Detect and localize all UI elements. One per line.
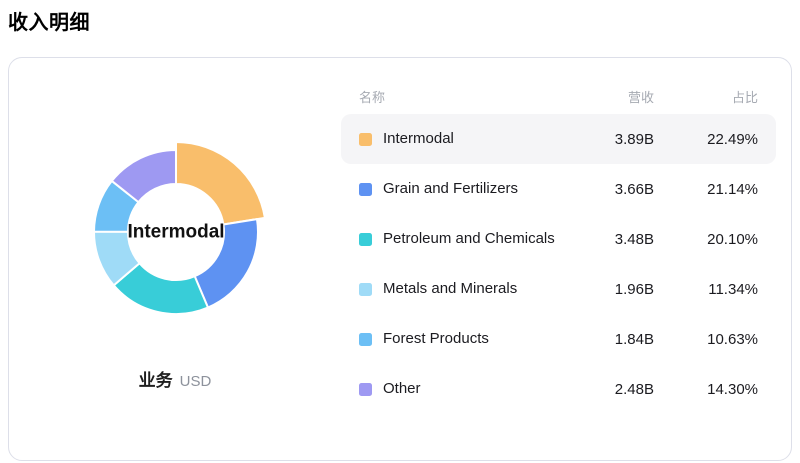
series-name: Other <box>383 379 421 397</box>
series-share: 21.14% <box>707 180 758 198</box>
series-color-swatch <box>359 282 372 296</box>
donut-center-label: Intermodal <box>127 222 224 243</box>
header-name: 名称 <box>359 89 386 105</box>
donut-chart-pane: Intermodal 业务 USD <box>9 58 341 460</box>
series-name: Forest Products <box>383 329 489 347</box>
series-revenue: 2.48B <box>614 380 654 398</box>
table-row[interactable]: Forest Products 1.84B 10.63% <box>341 314 776 364</box>
series-name: Intermodal <box>383 129 454 147</box>
donut-chart[interactable]: Intermodal <box>64 120 288 344</box>
series-revenue: 1.84B <box>614 330 654 348</box>
series-revenue: 1.96B <box>614 280 654 298</box>
series-share: 10.63% <box>707 330 758 348</box>
series-revenue: 3.48B <box>614 230 654 248</box>
donut-chart-svg[interactable]: Intermodal <box>64 120 288 344</box>
table-row[interactable]: Intermodal 3.89B 22.49% <box>341 114 776 164</box>
series-revenue: 3.89B <box>614 130 654 148</box>
table-body: Intermodal 3.89B 22.49% Grain and Fertil… <box>341 114 776 414</box>
series-color-swatch <box>359 332 372 346</box>
breakdown-table: 名称 营收 占比 Intermodal 3.89B 22.49% Grain a… <box>341 58 791 460</box>
table-row[interactable]: Metals and Minerals 1.96B 11.34% <box>341 264 776 314</box>
chart-caption: 业务 USD <box>9 366 341 391</box>
series-color-swatch <box>359 132 372 146</box>
series-color-swatch <box>359 182 372 196</box>
series-name: Petroleum and Chemicals <box>383 229 555 247</box>
page-title: 收入明细 <box>8 12 90 34</box>
table-header-row: 名称 营收 占比 <box>341 84 776 108</box>
series-share: 20.10% <box>707 230 758 248</box>
series-share: 11.34% <box>708 280 758 298</box>
series-name: Metals and Minerals <box>383 279 518 297</box>
table-row[interactable]: Other 2.48B 14.30% <box>341 364 776 414</box>
series-revenue: 3.66B <box>614 180 654 198</box>
table-row[interactable]: Grain and Fertilizers 3.66B 21.14% <box>341 164 776 214</box>
donut-slice-other[interactable] <box>110 149 177 204</box>
unit-label: USD <box>179 373 212 390</box>
series-color-swatch <box>359 382 372 396</box>
donut-slice-intermodal[interactable] <box>175 141 266 226</box>
series-name: Grain and Fertilizers <box>383 179 519 197</box>
series-share: 22.49% <box>707 130 758 148</box>
table-row[interactable]: Petroleum and Chemicals 3.48B 20.10% <box>341 214 776 264</box>
series-share: 14.30% <box>707 380 758 398</box>
dimension-label: 业务 <box>138 371 173 390</box>
header-revenue: 营收 <box>627 89 654 105</box>
series-color-swatch <box>359 232 372 246</box>
header-share: 占比 <box>731 89 758 105</box>
revenue-detail-card: Intermodal 业务 USD 名称 营收 占比 Intermodal 3.8… <box>8 57 792 461</box>
